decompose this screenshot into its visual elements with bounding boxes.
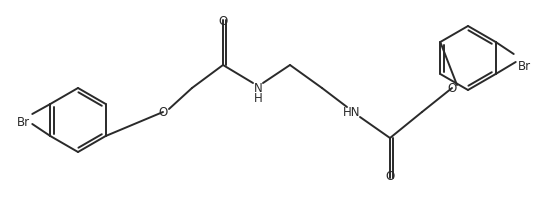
Text: O: O	[386, 170, 394, 183]
Text: N: N	[254, 82, 263, 95]
Text: O: O	[447, 82, 457, 95]
Text: HN: HN	[344, 105, 361, 118]
Text: Br: Br	[17, 116, 30, 129]
Text: Br: Br	[517, 60, 531, 73]
Text: H: H	[254, 92, 263, 104]
Text: O: O	[159, 105, 167, 118]
Text: O: O	[218, 15, 228, 28]
